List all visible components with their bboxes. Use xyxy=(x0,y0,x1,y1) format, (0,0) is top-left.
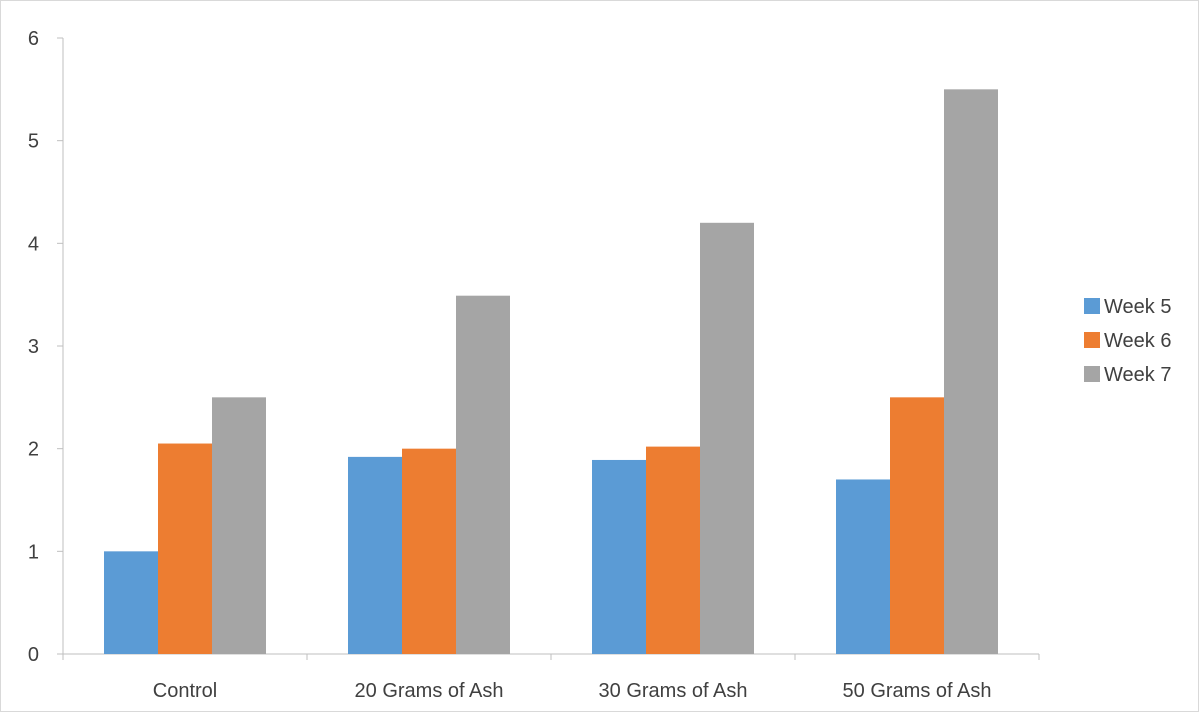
legend-label: Week 5 xyxy=(1104,296,1171,318)
x-category-label: Control xyxy=(153,680,217,702)
bar-week-5-0 xyxy=(104,551,158,654)
legend-swatch xyxy=(1084,366,1100,382)
y-tick-label: 3 xyxy=(28,336,39,358)
bar-week-5-3 xyxy=(836,479,890,654)
y-tick-label: 2 xyxy=(28,439,39,461)
x-category-label: 20 Grams of Ash xyxy=(355,680,504,702)
y-tick-label: 0 xyxy=(28,644,39,666)
bars xyxy=(104,89,998,655)
legend-label: Week 7 xyxy=(1104,364,1171,386)
bar-week-7-1 xyxy=(456,295,510,654)
y-tick-label: 4 xyxy=(28,233,39,255)
bar-week-7-0 xyxy=(212,397,266,654)
bar-week-6-0 xyxy=(158,443,212,654)
y-tick-labels: 0 1 2 3 4 5 6 xyxy=(28,28,39,666)
bar-week-7-3 xyxy=(944,89,998,655)
bar-week-5-2 xyxy=(592,459,646,654)
bar-week-5-1 xyxy=(348,456,402,654)
legend: Week 5 Week 6 Week 7 xyxy=(1084,296,1171,386)
bar-week-6-3 xyxy=(890,397,944,654)
legend-swatch xyxy=(1084,298,1100,314)
bar-week-6-1 xyxy=(402,448,456,654)
x-category-labels: Control 20 Grams of Ash 30 Grams of Ash 50 … xyxy=(153,680,992,702)
bar-week-7-2 xyxy=(700,222,754,655)
legend-label: Week 6 xyxy=(1104,330,1171,352)
bar-week-6-2 xyxy=(646,446,700,654)
legend-swatch xyxy=(1084,332,1100,348)
x-category-label: 50 Grams of Ash xyxy=(843,680,992,702)
x-category-label: 30 Grams of Ash xyxy=(599,680,748,702)
y-tick-label: 6 xyxy=(28,28,39,50)
y-tick-label: 1 xyxy=(28,541,39,563)
y-tick-label: 5 xyxy=(28,131,39,153)
